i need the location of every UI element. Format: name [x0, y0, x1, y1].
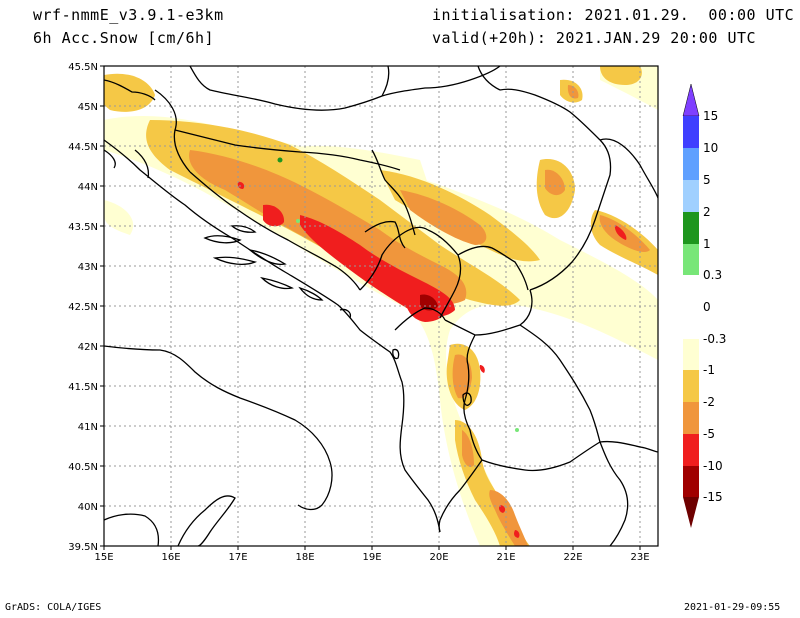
lon-label: 23E — [630, 552, 649, 563]
lat-label: 40.5N — [68, 462, 98, 473]
footer-credit: GrADS: COLA/IGES — [5, 602, 102, 613]
colorbar-swatch — [683, 180, 699, 212]
colorbar-swatch — [683, 148, 699, 180]
lat-label: 42N — [78, 342, 98, 353]
lon-label: 15E — [94, 552, 113, 563]
tick-marks — [100, 65, 641, 550]
lat-label: 41.5N — [68, 382, 98, 393]
lon-label: 20E — [429, 552, 448, 563]
lat-label: 44.5N — [68, 142, 98, 153]
lat-label: 44N — [78, 182, 98, 193]
lat-label: 45.5N — [68, 62, 98, 73]
colorbar-swatch — [683, 402, 699, 434]
lon-label: 21E — [496, 552, 515, 563]
lon-label: 22E — [563, 552, 582, 563]
colorbar-labels: 15 10 5 2 1 0.3 0 -0.3 -1 -2 -5 -10 -15 — [703, 109, 726, 504]
colorbar-label: 15 — [703, 109, 718, 123]
colorbar-top-arrow — [682, 83, 700, 117]
colorbar-swatch — [683, 434, 699, 466]
lat-label: 43.5N — [68, 222, 98, 233]
colorbar-label: 5 — [703, 173, 711, 187]
lat-label: 42.5N — [68, 302, 98, 313]
colorbar-label: 0.3 — [703, 268, 722, 282]
colorbar-bottom-arrow — [683, 497, 699, 528]
colorbar-label: 0 — [703, 300, 711, 314]
colorbar-swatch — [683, 275, 699, 339]
valid-time: valid(+20h): 2021.JAN.29 20:00 UTC — [432, 29, 757, 47]
field-title: 6h Acc.Snow [cm/6h] — [33, 29, 215, 47]
colorbar-label: 10 — [703, 141, 718, 155]
colorbar-label: -1 — [703, 363, 715, 377]
coastlines-borders — [104, 66, 658, 546]
colorbar-swatch — [683, 244, 699, 275]
lat-label: 39.5N — [68, 542, 98, 553]
lat-label: 40N — [78, 502, 98, 513]
colorbar-label: -0.3 — [703, 332, 726, 346]
colorbar-swatch — [683, 116, 699, 148]
colorbar-swatch — [683, 212, 699, 244]
longitude-labels: 15E 16E 17E 18E 19E 20E 21E 22E 23E — [94, 552, 649, 563]
colorbar-label: -10 — [703, 459, 723, 473]
lat-label: 41N — [78, 422, 98, 433]
colorbar-label: -5 — [703, 427, 715, 441]
model-name: wrf-nmmE_v3.9.1-e3km — [33, 6, 224, 24]
colorbar-label: -2 — [703, 395, 715, 409]
colorbar — [682, 83, 700, 528]
init-time: initialisation: 2021.01.29. 00:00 UTC — [432, 6, 795, 24]
lon-label: 17E — [228, 552, 247, 563]
colorbar-swatch — [683, 466, 699, 497]
lat-label: 45N — [78, 102, 98, 113]
lon-label: 18E — [295, 552, 314, 563]
lon-label: 16E — [161, 552, 180, 563]
colorbar-label: 1 — [703, 237, 711, 251]
lon-label: 19E — [362, 552, 381, 563]
latitude-labels: 39.5N 40N 40.5N 41N 41.5N 42N 42.5N 43N … — [68, 62, 98, 553]
colorbar-label: -15 — [703, 490, 723, 504]
footer-timestamp: 2021-01-29-09:55 — [684, 602, 781, 613]
colorbar-label: 2 — [703, 205, 711, 219]
colorbar-swatch — [683, 339, 699, 370]
lat-label: 43N — [78, 262, 98, 273]
colorbar-swatch — [683, 370, 699, 402]
